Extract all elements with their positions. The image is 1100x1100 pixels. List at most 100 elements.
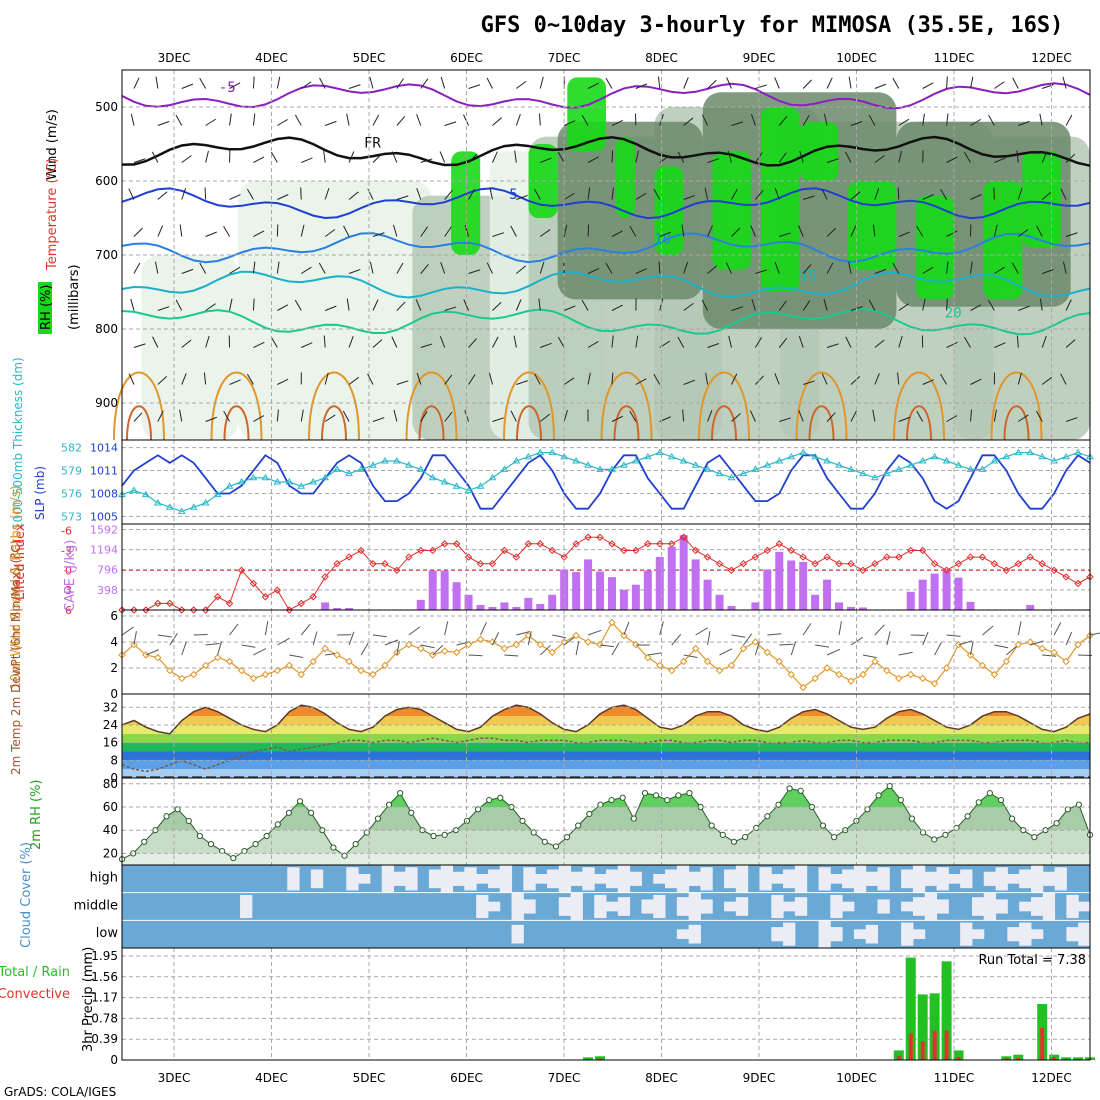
wind-speed-marker bbox=[297, 670, 305, 679]
thickness-marker bbox=[954, 461, 963, 468]
wind-barb-10m bbox=[312, 631, 318, 646]
cloud-clear-cell bbox=[487, 901, 501, 912]
wind-barb-10m bbox=[205, 643, 220, 646]
wind-barb bbox=[994, 342, 1006, 348]
wind-barb bbox=[946, 261, 949, 274]
rh-marker bbox=[730, 838, 738, 845]
li-marker bbox=[966, 553, 975, 561]
cloud-clear-cell bbox=[830, 894, 843, 919]
cloud-clear-cell bbox=[901, 869, 914, 889]
wind-barb bbox=[369, 261, 374, 274]
li-marker bbox=[787, 546, 795, 555]
rh-marker bbox=[408, 809, 415, 816]
thickness-marker bbox=[823, 457, 831, 464]
li-marker bbox=[632, 546, 640, 555]
li-marker bbox=[1074, 579, 1082, 588]
wind-barb bbox=[707, 343, 720, 348]
wind-barb bbox=[1036, 410, 1043, 422]
li-marker bbox=[895, 553, 903, 561]
rh-saturated bbox=[848, 181, 897, 270]
wind-speed-marker bbox=[476, 635, 485, 644]
wind-barb bbox=[727, 150, 732, 163]
rh-marker bbox=[174, 806, 181, 813]
wind-barb bbox=[754, 336, 763, 348]
thickness-marker bbox=[560, 452, 569, 460]
cloud-clear-cell bbox=[606, 901, 619, 912]
wind-barb bbox=[611, 150, 614, 163]
ylabel-cloud: Cloud Cover (%) bbox=[19, 842, 34, 948]
wind-barb bbox=[988, 114, 995, 126]
thickness-marker bbox=[596, 465, 604, 472]
wind-barb bbox=[845, 151, 852, 163]
wind-barb-10m bbox=[552, 634, 567, 639]
legend-total-rain: Total / Rain bbox=[0, 965, 70, 980]
rh-marker bbox=[575, 822, 582, 829]
cloud-clear-cell bbox=[971, 929, 985, 940]
wind-barb bbox=[728, 335, 732, 348]
wind-barb bbox=[803, 195, 815, 200]
wind-barb bbox=[323, 335, 326, 348]
run-total: Run Total = 7.38 bbox=[978, 953, 1086, 968]
x-tick-top: 6DEC bbox=[450, 51, 483, 65]
rh-marker bbox=[619, 794, 626, 801]
li-marker bbox=[715, 559, 724, 568]
li-marker bbox=[847, 559, 855, 568]
wind-speed-marker bbox=[823, 664, 831, 672]
wind-barb bbox=[868, 299, 876, 311]
wind-barb-10m bbox=[683, 654, 698, 659]
wind-barb bbox=[128, 188, 135, 200]
wind-barb-10m bbox=[599, 644, 614, 648]
isotherm-warm bbox=[698, 371, 750, 441]
wind-barb bbox=[658, 261, 661, 274]
wind-barb bbox=[798, 335, 804, 348]
wind-speed-marker bbox=[918, 674, 927, 683]
thickness-marker bbox=[524, 452, 533, 460]
wind-speed-marker bbox=[309, 657, 317, 666]
x-tick-top: 5DEC bbox=[353, 51, 386, 65]
pressure-tick: 600 bbox=[95, 174, 118, 188]
precip-tick: 0.78 bbox=[91, 1011, 118, 1025]
cloud-clear-cell bbox=[936, 867, 949, 891]
wind-speed-marker bbox=[321, 644, 329, 653]
wind-barb bbox=[468, 84, 481, 89]
wind-barb bbox=[725, 262, 732, 274]
cloud-clear-cell bbox=[912, 865, 926, 893]
wind-barb bbox=[969, 409, 973, 422]
rh-marker bbox=[163, 813, 170, 820]
isotherm bbox=[121, 232, 1091, 264]
legend-convective: Convective bbox=[0, 987, 70, 1002]
rh-marker bbox=[975, 799, 982, 806]
wind-barb bbox=[848, 261, 852, 274]
wind-barb bbox=[372, 299, 379, 311]
rh-marker bbox=[764, 813, 771, 820]
wind-barb bbox=[323, 150, 326, 163]
wind-barb bbox=[444, 226, 452, 237]
isotherm-label: FR bbox=[364, 135, 381, 151]
cloud-clear-cell bbox=[901, 901, 914, 912]
ylabel-wind10m: 10m Wind Speed & Barbs (m/s) bbox=[9, 485, 24, 690]
wind-barb bbox=[1012, 262, 1019, 274]
thickness-marker bbox=[727, 473, 736, 481]
wind-barb bbox=[611, 372, 614, 385]
isotherm-label: 20 bbox=[945, 306, 962, 322]
rh-marker bbox=[964, 813, 971, 820]
wind-speed-marker bbox=[584, 638, 592, 646]
li-marker bbox=[309, 593, 317, 601]
rh-marker bbox=[363, 829, 370, 836]
li-marker bbox=[811, 559, 819, 568]
cape-bar bbox=[476, 604, 485, 610]
wind-barb bbox=[994, 81, 1005, 89]
thickness-marker bbox=[894, 465, 903, 472]
thickness-marker bbox=[691, 461, 700, 468]
wind-barb bbox=[372, 232, 385, 237]
temp-band bbox=[122, 751, 1090, 761]
wind-barb-10m bbox=[754, 641, 760, 656]
li-marker bbox=[297, 599, 305, 608]
x-tick-top: 9DEC bbox=[743, 51, 776, 65]
wind-barb bbox=[683, 379, 696, 385]
cloud-clear-cell bbox=[606, 869, 619, 889]
cloud-clear-cell bbox=[688, 924, 701, 944]
wind-barb bbox=[396, 116, 406, 126]
cloud-clear-cell bbox=[1042, 871, 1056, 886]
wind-barb bbox=[252, 113, 256, 126]
